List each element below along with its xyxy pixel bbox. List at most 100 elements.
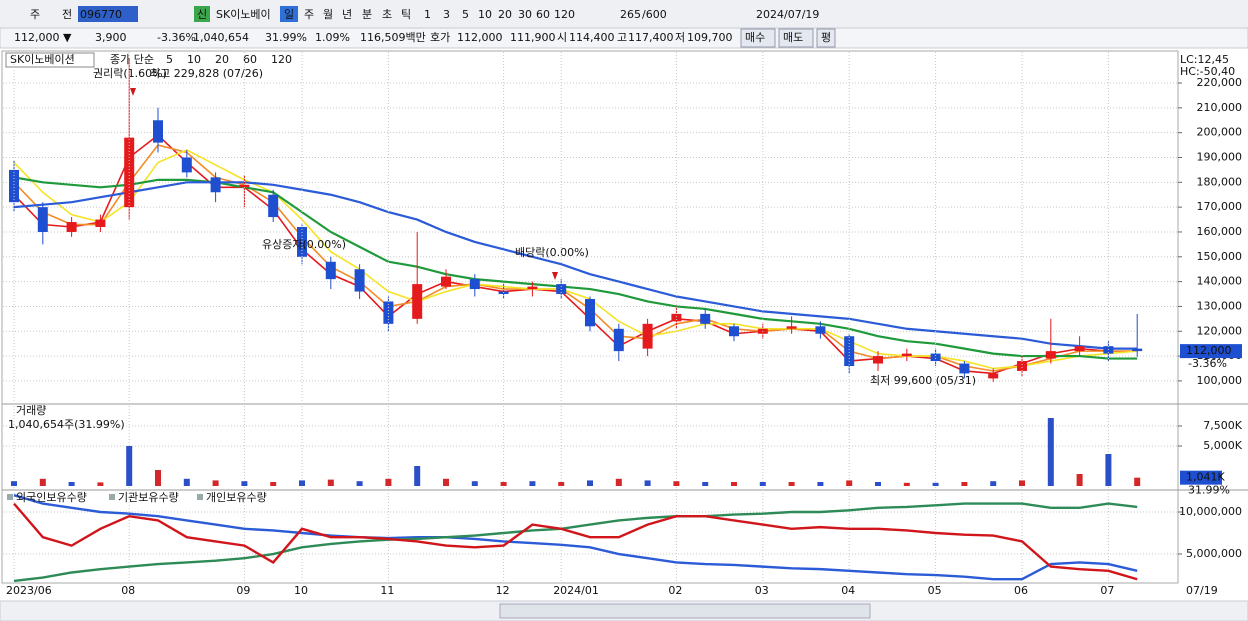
bar [932,482,939,486]
button[interactable] [740,28,776,48]
y-tick-label: 150,000 [1197,250,1243,263]
candle-body [181,157,192,173]
candle-body [1045,351,1056,359]
toolbar-item[interactable]: 틱 [401,8,411,21]
x-tick-label: 09 [236,584,250,597]
bar [327,479,334,486]
candle-body [930,353,941,362]
x-tick-label: 05 [928,584,942,597]
scroll-thumb[interactable] [499,603,871,619]
last-change: -3.36% [1188,357,1227,370]
toolbar-item[interactable]: 2024/07/19 [756,8,819,21]
toolbar-item[interactable]: 60 [536,8,550,21]
y-tick-label: 10,000,000 [1179,505,1242,518]
bar [1105,454,1112,486]
candle-body [239,184,250,188]
toolbar-item[interactable]: 5 [462,8,469,21]
x-tick-label: 2024/01 [553,584,599,597]
legend-item: 20 [215,53,229,66]
toolbar-item[interactable]: SK이노베이 [216,8,271,21]
toolbar-item[interactable]: 분 [362,8,372,21]
y-tick-label: 140,000 [1197,275,1243,288]
line [13,144,1138,372]
toolbar-item[interactable]: 주 [304,8,314,21]
bar [1134,477,1141,486]
info-item[interactable]: 매수 [745,31,765,44]
button[interactable] [816,28,836,48]
bar [356,481,363,486]
legend-item: 개인보유수량 [206,491,267,504]
toolbar-item[interactable]: 전 [62,8,72,21]
badge[interactable] [194,6,210,22]
input-box[interactable] [78,6,138,22]
bar [212,480,219,486]
candle-body [1132,348,1143,352]
y-tick-label: 100,000 [1197,374,1243,387]
toolbar-item[interactable]: 신 [197,8,207,21]
bar [1076,474,1083,486]
toolbar-item[interactable]: 일 [284,7,294,21]
candle-body [412,284,423,319]
bar [1019,480,1025,486]
toolbar-item[interactable]: 30 [518,8,532,21]
annotation: 최고 229,828 (07/26) [150,67,263,80]
last-volume: 1,041K [1186,471,1225,484]
toolbar-item[interactable]: 1 [424,8,431,21]
toolbar-item[interactable]: 096770 [80,8,122,21]
bar [673,481,680,486]
info-item: 111,900 [510,31,556,44]
candle-body [729,326,739,337]
toolbar-item[interactable]: 10 [478,8,492,21]
info-item: 1.09% [315,31,350,44]
candle-body [210,177,221,193]
candle-body [873,356,883,364]
legend-item: 120 [271,53,292,66]
candle-body [988,373,999,379]
infobar [0,27,1248,49]
last-price-box [1180,344,1242,359]
bar [1047,418,1054,486]
toolbar-item[interactable]: 주 [30,8,40,21]
legend-swatch [7,494,13,500]
button[interactable] [778,28,814,48]
info-item[interactable]: 평 [821,31,831,44]
bar [788,482,795,486]
candle-body [642,323,653,349]
info-item[interactable]: 매도 [783,31,803,44]
legend-swatch [109,494,115,500]
bar [270,482,277,486]
info-item: 1,040,654 [193,31,249,44]
toolbar-item[interactable]: 265 [620,8,641,21]
line [13,494,1138,581]
candle-body [901,353,912,357]
toolbar-item[interactable]: 월 [323,8,333,21]
candle-body [700,313,711,324]
legend-swatch [197,494,203,500]
last-box [1180,470,1222,485]
info-item: 117,400 [628,31,674,44]
annotation: 최저 99,600 (05/31) [870,374,976,387]
last-ratio: 31.99% [1188,484,1230,497]
bar [587,480,593,486]
x-tick-label: 06 [1014,584,1028,597]
bar [385,478,392,486]
info-item: 112,000 [457,31,503,44]
line [13,176,1138,360]
toolbar-item[interactable]: /600 [642,8,667,21]
legend-item: 외국인보유수량 [16,491,87,504]
candle-body [95,219,106,228]
bar [875,482,881,486]
candle-body [585,298,595,327]
toolbar-item[interactable]: 초 [382,8,392,21]
x-tick-label: 12 [496,584,510,597]
toolbar-item[interactable]: 20 [498,8,512,21]
toolbar-item[interactable]: 120 [554,8,575,21]
toolbar-item[interactable]: 3 [443,8,450,21]
toolbar-item[interactable]: 년 [342,8,352,21]
bar [759,482,766,486]
bar [471,481,478,486]
y-tick-label: 5,000,000 [1186,547,1242,560]
candle-body [441,276,451,287]
button-active[interactable] [280,6,298,22]
candle-body [959,363,970,374]
